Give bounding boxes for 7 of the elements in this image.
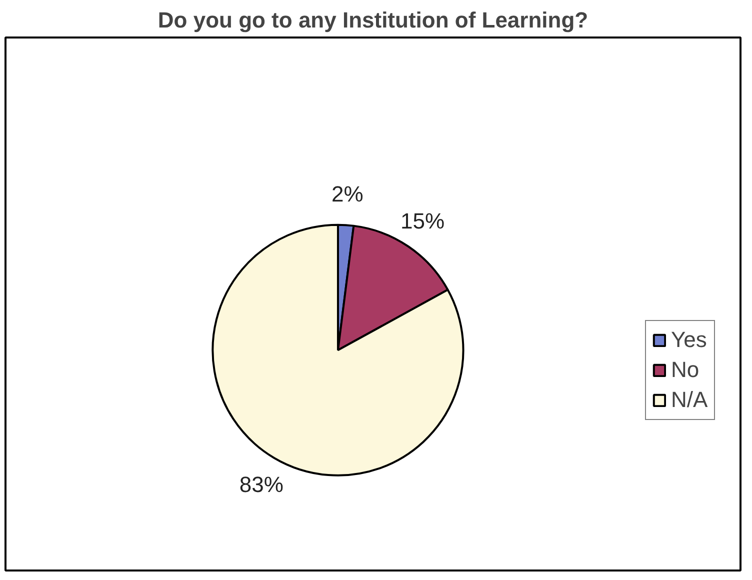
legend-label: No xyxy=(671,357,700,383)
data-label: 83% xyxy=(239,472,284,498)
legend-label: Yes xyxy=(671,327,707,353)
chart-title: Do you go to any Institution of Learning? xyxy=(158,8,588,32)
legend-label: N/A xyxy=(671,387,708,413)
data-label: 15% xyxy=(400,208,445,234)
data-label: 2% xyxy=(332,182,364,207)
